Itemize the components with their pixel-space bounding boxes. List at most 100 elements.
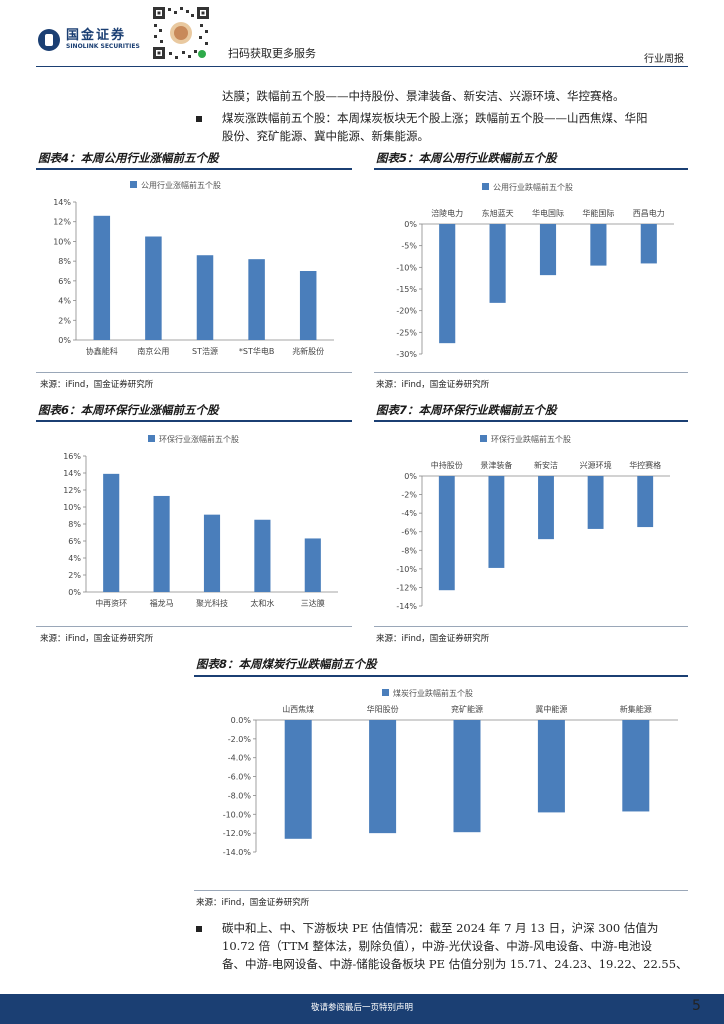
bar-5 (304, 538, 321, 592)
y-tick-label: 4% (68, 554, 81, 563)
bar-4 (248, 259, 265, 340)
category-label: 华阳股份 (367, 704, 399, 714)
legend-label: 环保行业涨幅前五个股 (159, 434, 239, 444)
chart-fig6: 环保行业涨幅前五个股 0% 2% 4% 6% 8% 10% 12% 14% 16% 中再资环 福龙马 聚… (63, 434, 338, 608)
bar-1 (93, 215, 111, 340)
chart-source: 来源：iFind，国金证券研究所 (40, 380, 154, 390)
body-text-line: 达膜；跌幅前五个股——中持股份、景津装备、新安洁、兴源环境、华控赛格。 (222, 89, 625, 103)
category-label: 新安洁 (534, 460, 558, 470)
bar-2 (488, 476, 505, 568)
y-tick-label: -25% (396, 328, 417, 337)
chart-title: 图表5：本周公用行业跌幅前五个股 (376, 151, 557, 165)
bar-1 (439, 224, 456, 344)
legend-label: 煤炭行业跌幅前五个股 (393, 688, 473, 698)
category-label: 新集能源 (620, 704, 652, 714)
y-tick-label: 0% (404, 220, 417, 229)
y-tick-label: -12.0% (223, 829, 252, 838)
body-text-line: 10.72 倍（TTM 整体法，剔除负值），中游-光伏设备、中游-风电设备、中游… (222, 939, 652, 953)
y-tick-label: -10% (396, 565, 417, 574)
category-label: 兖矿能源 (451, 704, 483, 714)
source-rule (374, 372, 688, 373)
source-rule (36, 372, 352, 373)
category-label: 涪陵电力 (431, 208, 463, 218)
footer-disclaimer: 敬请参阅最后一页特别声明 (310, 1003, 413, 1013)
chart-title-rule (194, 675, 688, 677)
body-text-line: 备、中游-电网设备、中游-储能设备板块 PE 估值分别为 15.71、24.23… (222, 957, 688, 971)
chart-fig8: 煤炭行业跌幅前五个股 0.0% -2.0% -4.0% -6.0% -8.0% -10.0%… (223, 688, 678, 857)
y-tick-label: -15% (396, 285, 417, 294)
footer-bar (0, 994, 724, 1024)
bar-3 (538, 476, 554, 540)
body-text-line: 股份、兖矿能源、冀中能源、新集能源。 (222, 129, 429, 143)
legend-swatch (482, 183, 489, 190)
category-label: 兴源环境 (580, 460, 612, 470)
bar-3 (539, 224, 557, 276)
chart-title-rule (36, 420, 352, 422)
y-tick-label: 8% (58, 257, 71, 266)
y-tick-label: 6% (68, 537, 81, 546)
legend-swatch (382, 689, 389, 696)
legend-label: 公用行业涨幅前五个股 (141, 180, 221, 190)
category-label: 中再资环 (95, 598, 127, 608)
y-tick-label: -10% (396, 263, 417, 272)
legend-swatch (130, 181, 137, 188)
category-label: *ST华电B (239, 346, 274, 356)
chart-source: 来源：iFind，国金证券研究所 (376, 380, 490, 390)
category-label: 中持股份 (431, 460, 463, 470)
bar-2 (145, 236, 162, 340)
bar-2 (369, 720, 397, 834)
body-text-line: 煤炭涨跌幅前五个股：本周煤炭板块无个股上涨；跌幅前五个股——山西焦煤、华阳 (222, 111, 648, 125)
y-tick-label: -20% (396, 307, 417, 316)
report-type-label: 行业周报 (644, 54, 684, 65)
category-label: 西昌电力 (633, 208, 665, 218)
chart-source: 来源：iFind，国金证券研究所 (40, 634, 154, 644)
bar-1 (103, 473, 120, 592)
category-label: 三达膜 (301, 598, 325, 608)
y-tick-label: 12% (63, 486, 81, 495)
y-tick-label: -30% (396, 350, 417, 359)
category-label: 华电国际 (532, 208, 564, 218)
category-label: 太和水 (250, 598, 274, 608)
chart-title: 图表6：本周环保行业涨幅前五个股 (38, 403, 219, 417)
bar-1 (438, 476, 455, 591)
header-divider (36, 66, 688, 67)
bar-4 (590, 224, 607, 266)
y-tick-label: -2% (401, 491, 417, 500)
y-tick-label: 8% (68, 520, 81, 529)
bar-4 (587, 476, 604, 529)
legend-label: 环保行业跌幅前五个股 (491, 434, 571, 444)
category-label: 冀中能源 (535, 704, 567, 714)
y-tick-label: 14% (53, 198, 71, 207)
chart-fig7: 环保行业跌幅前五个股 0% -2% -4% -6% -8% -10% -12% -14% 中持股份… (396, 434, 670, 611)
legend-swatch (148, 435, 155, 442)
bar-4 (254, 519, 271, 592)
bar-1 (284, 720, 312, 839)
y-tick-label: 10% (63, 503, 81, 512)
y-tick-label: -10.0% (223, 810, 252, 819)
y-tick-label: -14% (396, 602, 417, 611)
source-rule (194, 890, 688, 891)
logo-en-text: SINOLINK SECURITIES (66, 43, 140, 50)
category-label: 兆新股份 (292, 346, 324, 356)
y-tick-label: 0.0% (231, 716, 252, 725)
bar-2 (489, 224, 506, 303)
chart-source: 来源：iFind，国金证券研究所 (196, 898, 310, 908)
chart-title-rule (374, 420, 688, 422)
category-label: 南京公用 (137, 346, 169, 356)
chart-fig5: 公用行业跌幅前五个股 0% -5% -10% -15% -20% -25% -30% 涪陵电力 东… (396, 182, 674, 359)
chart-title: 图表7：本周环保行业跌幅前五个股 (376, 403, 557, 417)
qr-code-icon[interactable] (150, 4, 212, 62)
y-tick-label: -8% (401, 546, 417, 555)
logo-cn-text: 国金证券 (66, 28, 127, 43)
y-tick-label: -5% (401, 242, 417, 251)
bar-3 (196, 255, 214, 340)
bar-3 (203, 514, 221, 592)
y-tick-label: -8.0% (228, 791, 252, 800)
category-label: 华控赛格 (629, 460, 661, 470)
category-label: 福龙马 (150, 598, 174, 608)
category-label: 聚光科技 (196, 598, 228, 608)
y-tick-label: 14% (63, 469, 81, 478)
chart-title-rule (36, 168, 352, 170)
bar-5 (299, 271, 317, 340)
legend-label: 公用行业跌幅前五个股 (493, 182, 573, 192)
